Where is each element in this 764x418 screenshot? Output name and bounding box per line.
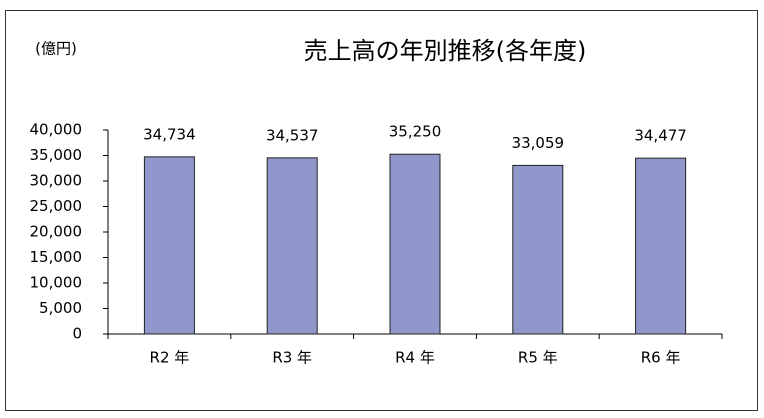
bar bbox=[143, 156, 195, 335]
y-tick-label: 40,000 bbox=[30, 121, 83, 139]
bar bbox=[389, 153, 441, 335]
x-tick-label: R2 年 bbox=[150, 349, 190, 367]
y-tick-label: 30,000 bbox=[30, 172, 83, 190]
value-label: 33,059 bbox=[512, 134, 565, 152]
y-tick-label: 10,000 bbox=[30, 274, 83, 292]
y-tick-label: 0 bbox=[72, 325, 82, 343]
chart-title: 売上高の年別推移(各年度) bbox=[304, 37, 587, 65]
y-tick-label: 35,000 bbox=[30, 146, 83, 164]
x-tick-label: R5 年 bbox=[518, 349, 558, 367]
bar bbox=[266, 157, 318, 335]
y-tick-label: 15,000 bbox=[30, 248, 83, 266]
value-label: 34,537 bbox=[266, 126, 319, 144]
bar bbox=[512, 164, 564, 335]
value-label: 35,250 bbox=[389, 123, 442, 141]
x-tick-label: R4 年 bbox=[395, 349, 435, 367]
chart-frame bbox=[5, 10, 758, 411]
value-label: 34,477 bbox=[634, 127, 687, 145]
y-tick-label: 25,000 bbox=[30, 197, 83, 215]
x-tick-label: R6 年 bbox=[641, 349, 681, 367]
y-tick-label: 20,000 bbox=[30, 223, 83, 241]
x-tick-label: R3 年 bbox=[272, 349, 312, 367]
value-label: 34,734 bbox=[143, 125, 196, 143]
unit-label: (億円) bbox=[35, 40, 77, 58]
bar bbox=[635, 157, 687, 335]
y-tick-label: 5,000 bbox=[39, 299, 82, 317]
